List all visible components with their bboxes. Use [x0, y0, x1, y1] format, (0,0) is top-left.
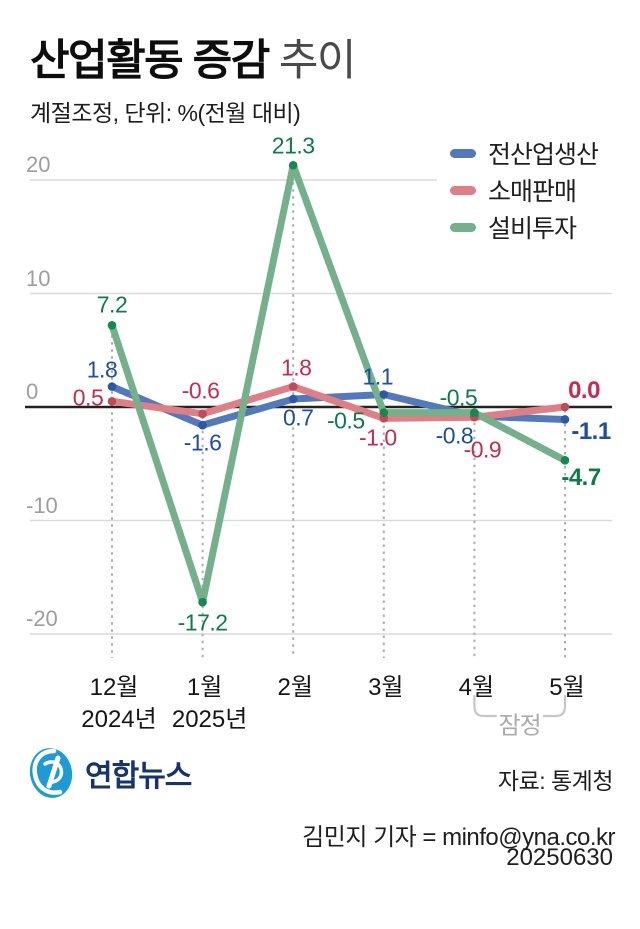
- data-point-all-industry-production-1월: [198, 420, 207, 430]
- legend-marker-retail-sales: [450, 185, 476, 195]
- data-point-facility-investment-1월: [198, 597, 207, 607]
- data-point-all-industry-production-3월: [379, 390, 389, 399]
- series-line-retail-sales: [108, 383, 569, 422]
- publish-date: 20250630: [506, 844, 613, 871]
- data-point-facility-investment-5월: [560, 456, 570, 465]
- source-credit: 자료: 통계청: [497, 768, 614, 794]
- provisional-bracket-left: [473, 694, 498, 718]
- legend-marker-facility-investment: [450, 222, 476, 232]
- series-line-facility-investment: [108, 161, 569, 606]
- legend-label-retail-sales: 소매판매: [488, 178, 577, 206]
- data-point-retail-sales-2월: [288, 382, 298, 391]
- data-point-facility-investment-4월: [470, 408, 479, 417]
- legend-item-facility-investment: 설비투자: [450, 213, 598, 243]
- reporter-byline: 김민지 기자 = minfo@yna.co.kr: [302, 824, 615, 851]
- data-point-facility-investment-3월: [379, 408, 389, 417]
- page-title: 산업활동 증감 추이: [30, 26, 357, 88]
- yonhap-logo: 연합뉴스: [27, 746, 192, 800]
- legend-label-facility-investment: 설비투자: [488, 215, 577, 243]
- logo-text: 연합뉴스: [85, 760, 192, 793]
- legend-item-retail-sales: 소매판매: [450, 176, 598, 206]
- legend-item-all-industry-production: 전산업생산: [450, 139, 599, 169]
- page-title-bold: 산업활동 증감: [30, 37, 270, 85]
- data-point-all-industry-production-5월: [560, 415, 570, 424]
- data-point-facility-investment-2월: [288, 160, 298, 170]
- yonhap-logo-icon: [29, 748, 73, 798]
- data-point-facility-investment-12월: [107, 320, 117, 330]
- legend-label-all-industry-production: 전산업생산: [488, 141, 599, 169]
- page-title-light: 추이: [278, 37, 357, 85]
- chart-subtitle: 계절조정, 단위: %(전월 대비): [30, 100, 301, 126]
- data-point-retail-sales-5월: [560, 402, 570, 412]
- legend-marker-all-industry-production: [450, 148, 476, 158]
- data-point-retail-sales-1월: [198, 409, 207, 419]
- data-point-all-industry-production-12월: [107, 382, 117, 391]
- data-point-retail-sales-12월: [107, 397, 117, 406]
- data-point-all-industry-production-2월: [288, 394, 298, 404]
- provisional-bracket-right: [541, 694, 567, 718]
